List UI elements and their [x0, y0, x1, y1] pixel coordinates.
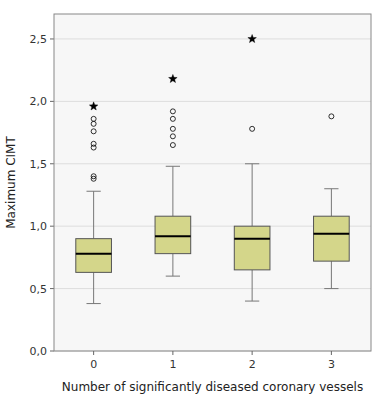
median [314, 233, 350, 235]
x-tick [93, 351, 94, 355]
outlier-circle [91, 121, 96, 126]
whisker-lower [252, 270, 253, 301]
x-tick [172, 351, 173, 355]
x-axis-label: Number of significantly diseased coronar… [62, 380, 363, 394]
x-tick-label: 0 [90, 358, 97, 371]
y-tick [50, 163, 54, 164]
x-tick [252, 351, 253, 355]
outlier-star [248, 34, 257, 42]
outlier-circle [91, 141, 96, 146]
outlier-circle [170, 143, 175, 148]
outlier-circle [170, 134, 175, 139]
median [155, 235, 191, 237]
y-tick [50, 288, 54, 289]
box [155, 216, 191, 253]
y-tick [50, 101, 54, 102]
y-tick-label: 0,5 [30, 283, 48, 296]
plot-area [54, 14, 371, 351]
whisker-cap-lower [166, 276, 180, 277]
outlier-circle [250, 126, 255, 131]
outlier-star [169, 74, 178, 82]
outlier-circle [329, 114, 334, 119]
whisker-upper [172, 166, 173, 216]
grid-line [54, 101, 371, 102]
whisker-upper [252, 164, 253, 226]
box [314, 216, 350, 261]
y-tick [50, 38, 54, 39]
whisker-cap-upper [324, 188, 338, 189]
y-tick-label: 2,0 [30, 95, 48, 108]
whisker-upper [93, 191, 94, 238]
x-tick-label: 1 [169, 358, 176, 371]
outlier-circle [91, 129, 96, 134]
whisker-lower [331, 261, 332, 288]
plot-frame [54, 14, 371, 351]
y-tick-label: 2,5 [30, 33, 48, 46]
outlier-circle [170, 116, 175, 121]
whisker-cap-lower [324, 288, 338, 289]
box [76, 239, 112, 273]
y-tick [50, 351, 54, 352]
box [234, 226, 270, 270]
y-axis-label: Maximum CIMT [4, 136, 18, 229]
whisker-lower [172, 254, 173, 276]
y-tick-label: 0,0 [30, 345, 48, 358]
outlier-circle [91, 116, 96, 121]
whisker-cap-upper [166, 166, 180, 167]
median [76, 253, 112, 255]
boxes [76, 34, 349, 303]
median [234, 238, 270, 240]
whisker-cap-upper [86, 191, 100, 192]
whisker-upper [331, 189, 332, 216]
x-tick-label: 2 [249, 358, 256, 371]
grid-line [54, 163, 371, 164]
x-tick [331, 351, 332, 355]
whisker-cap-lower [86, 303, 100, 304]
grid-line [54, 288, 371, 289]
outlier-circle [91, 174, 96, 179]
grid-line [54, 38, 371, 39]
chart: 0,0 0,5 1,0 1,5 2,0 2,5 0 1 2 3 Number of signific… [0, 0, 383, 401]
whisker-cap-lower [245, 301, 259, 302]
whisker-cap-upper [245, 163, 259, 164]
y-tick [50, 226, 54, 227]
whisker-lower [93, 272, 94, 303]
y-tick-label: 1,0 [30, 220, 48, 233]
outlier-star [89, 102, 98, 110]
outlier-circle [170, 109, 175, 114]
outlier-circle [170, 126, 175, 131]
y-tick-label: 1,5 [30, 158, 48, 171]
x-tick-label: 3 [328, 358, 335, 371]
